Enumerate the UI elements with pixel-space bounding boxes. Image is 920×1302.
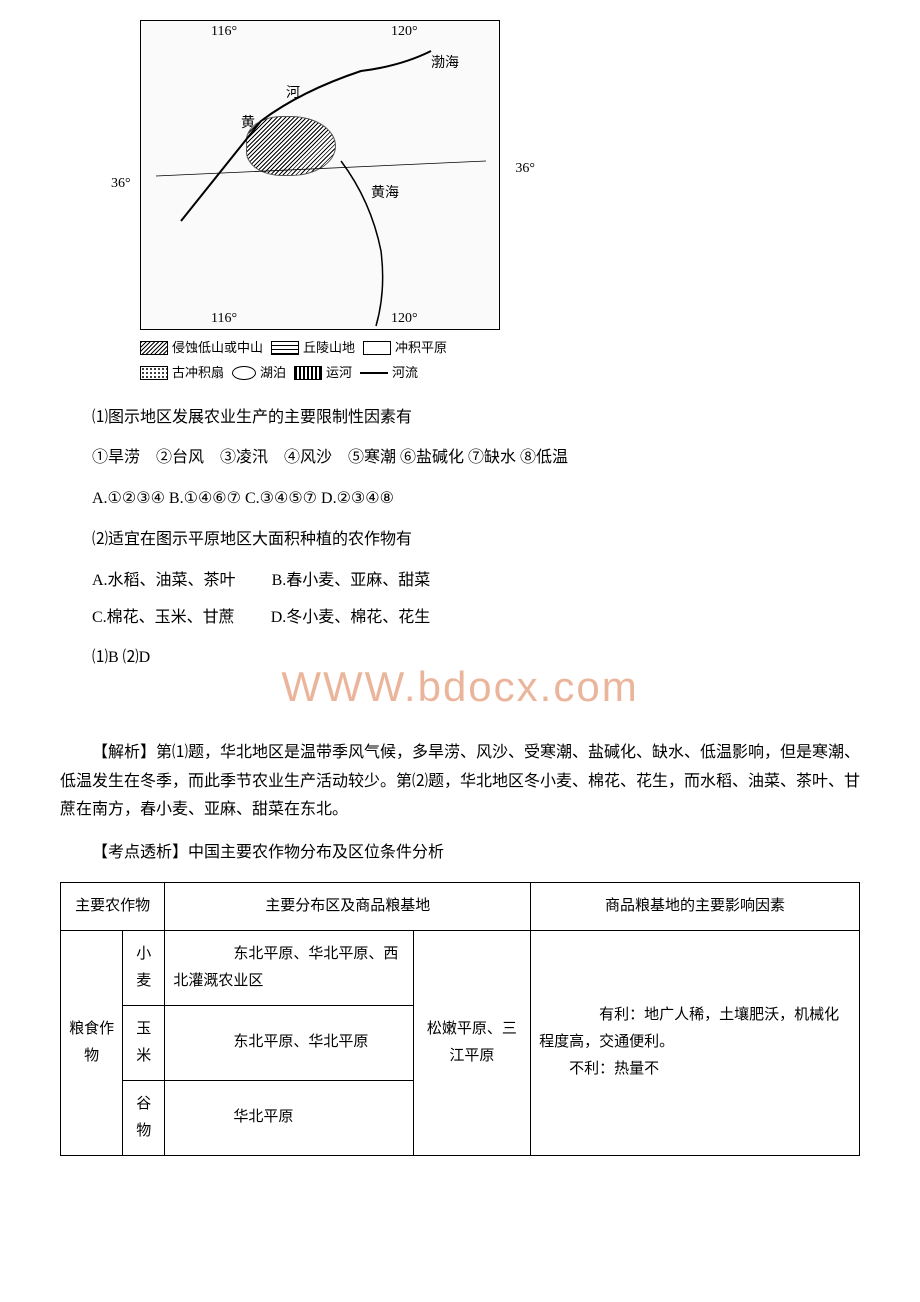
header-area: 主要分布区及商品粮基地 [165, 882, 531, 930]
coord-bottom-left: 116° [211, 306, 237, 331]
map-figure: 116° 120° 36° 36° 116° 120° 渤海 河 黄 黄海 15… [140, 20, 500, 384]
option-b: B.春小麦、亚麻、甜菜 [272, 572, 431, 589]
label-huanghai: 黄海 [371, 181, 399, 206]
question-2-options-cd: C.棉花、玉米、甘蔗 D.冬小麦、棉花、花生 [92, 604, 860, 633]
option-a: A.水稻、油菜、茶叶 [92, 572, 236, 589]
question-1-options: A.①②③④ B.①④⑥⑦ C.③④⑤⑦ D.②③④⑧ [60, 485, 860, 514]
legend-item-fan: 古冲积扇 [140, 363, 224, 384]
legend-label: 侵蚀低山或中山 [172, 338, 263, 359]
header-factors: 商品粮基地的主要影响因素 [531, 882, 860, 930]
legend-label: 古冲积扇 [172, 363, 224, 384]
legend-label: 河流 [392, 363, 418, 384]
legend-label: 湖泊 [260, 363, 286, 384]
legend-item-lake: 湖泊 [232, 363, 286, 384]
question-1-stem: ⑴图示地区发展农业生产的主要限制性因素有 [60, 404, 860, 433]
cell-crop: 小麦 [123, 930, 165, 1005]
coord-bottom-right: 120° [391, 306, 418, 331]
cell-group: 粮食作物 [61, 930, 123, 1155]
cell-base: 松嫩平原、三江平原 [413, 930, 531, 1155]
legend-row-2: 古冲积扇 湖泊 运河 河流 [140, 363, 500, 384]
coord-top-left: 116° [211, 19, 237, 44]
label-bohai: 渤海 [431, 51, 459, 76]
legend-item-hills: 丘陵山地 [271, 338, 355, 359]
kaodian-title: 【考点透析】中国主要农作物分布及区位条件分析 [60, 839, 860, 868]
map-image: 116° 120° 36° 36° 116° 120° 渤海 河 黄 黄海 15… [140, 20, 500, 330]
coord-right: 36° [515, 156, 535, 181]
question-1-choices: ①旱涝 ②台风 ③凌汛 ④风沙 ⑤寒潮 ⑥盐碱化 ⑦缺水 ⑧低温 [60, 444, 860, 473]
crop-table: 主要农作物 主要分布区及商品粮基地 商品粮基地的主要影响因素 粮食作物 小麦 东… [60, 882, 860, 1156]
region-mountain [246, 116, 336, 176]
cell-factors: 有利：地广人稀，土壤肥沃，机械化程度高，交通便利。 不利：热量不 [531, 930, 860, 1155]
coord-top-right: 120° [391, 19, 418, 44]
table-header-row: 主要农作物 主要分布区及商品粮基地 商品粮基地的主要影响因素 [61, 882, 860, 930]
legend-row-1: 侵蚀低山或中山 丘陵山地 冲积平原 [140, 338, 500, 359]
option-c: C.棉花、玉米、甘蔗 [92, 609, 235, 626]
cell-area: 东北平原、华北平原 [165, 1005, 413, 1080]
label-huanghe: 河 [286, 81, 300, 106]
legend-item-erosion: 侵蚀低山或中山 [140, 338, 263, 359]
header-crop: 主要农作物 [61, 882, 165, 930]
question-2-options-ab: A.水稻、油菜、茶叶 B.春小麦、亚麻、甜菜 [92, 567, 860, 596]
legend-item-canal: 运河 [294, 363, 352, 384]
legend-label: 运河 [326, 363, 352, 384]
cell-area: 华北平原 [165, 1080, 413, 1155]
legend-item-river: 河流 [360, 363, 418, 384]
coord-left: 36° [111, 171, 131, 196]
question-2-stem: ⑵适宜在图示平原地区大面积种植的农作物有 [60, 526, 860, 555]
analysis-text: 【解析】第⑴题，华北地区是温带季风气候，多旱涝、风沙、受寒潮、盐碱化、缺水、低温… [60, 739, 860, 825]
cell-area: 东北平原、华北平原、西北灌溉农业区 [165, 930, 413, 1005]
option-d: D.冬小麦、棉花、花生 [271, 609, 431, 626]
table-row: 粮食作物 小麦 东北平原、华北平原、西北灌溉农业区 松嫩平原、三江平原 有利：地… [61, 930, 860, 1005]
legend-label: 丘陵山地 [303, 338, 355, 359]
cell-crop: 谷物 [123, 1080, 165, 1155]
answers: ⑴B ⑵D [60, 644, 860, 673]
cell-crop: 玉米 [123, 1005, 165, 1080]
legend-item-alluvial: 冲积平原 [363, 338, 447, 359]
legend-label: 冲积平原 [395, 338, 447, 359]
map-legend: 侵蚀低山或中山 丘陵山地 冲积平原 古冲积扇 湖泊 运河 河流 [140, 338, 500, 384]
